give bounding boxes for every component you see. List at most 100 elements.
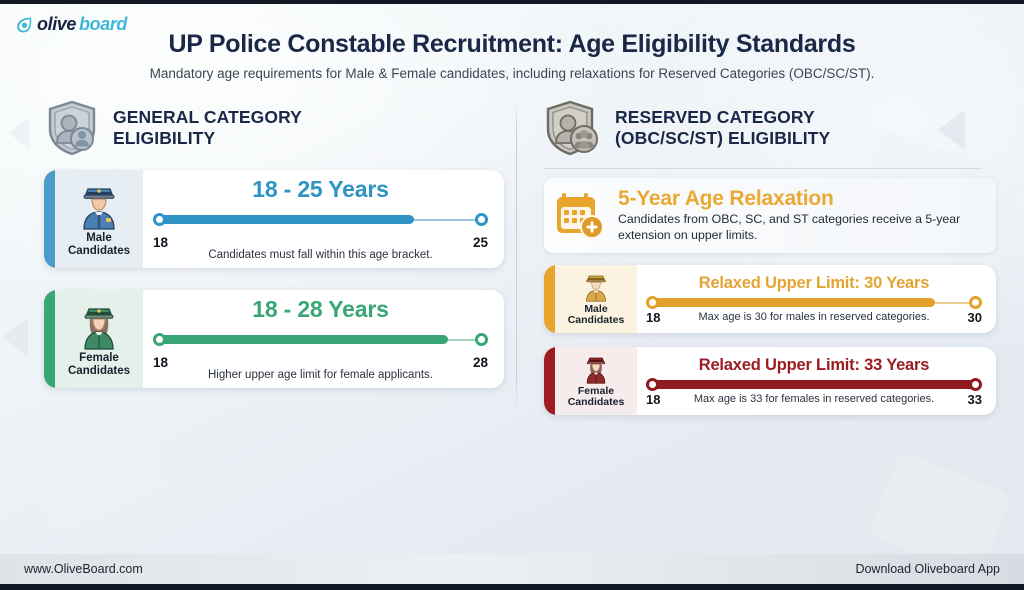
footer-bar: www.OliveBoard.com Download Oliveboard A… (0, 554, 1024, 584)
male-max-age: 25 (472, 235, 488, 250)
reserved-male-avatar-line1: Male (584, 302, 608, 315)
reserved-female-accent (544, 347, 555, 416)
reserved-female-age-slider[interactable] (646, 378, 982, 392)
male-range-endpoints: 18 25 (153, 235, 488, 250)
female-max-age: 28 (472, 355, 488, 370)
reserved-male-max-age: 30 (967, 309, 982, 325)
column-divider (516, 96, 517, 414)
reserved-male-accent (544, 265, 555, 334)
calendar-plus-icon (557, 193, 604, 240)
reserved-male-slider-row (646, 296, 982, 310)
page-title: UP Police Constable Recruitment: Age Eli… (168, 30, 856, 58)
age-relaxation-banner: 5-Year Age Relaxation Candidates from OB… (544, 178, 996, 254)
male-track-fill (153, 215, 415, 224)
relaxation-text: 5-Year Age Relaxation Candidates from OB… (618, 187, 984, 243)
female-police-officer-icon (586, 357, 606, 384)
male-avatar-box: Male Candidates (55, 170, 143, 268)
reserved-female-track-fill (646, 380, 982, 390)
triangle-watermark-left-1 (2, 318, 28, 356)
male-min-age: 18 (153, 235, 169, 250)
female-card-accent (44, 290, 55, 388)
female-range-endpoints: 18 28 (153, 355, 488, 370)
reserved-male-avatar-box: Male Candidates (555, 265, 637, 334)
male-note: Candidates must fall within this age bra… (208, 249, 433, 261)
general-category-header: GENERAL CATEGORY ELIGIBILITY (44, 96, 504, 160)
female-min-age: 18 (153, 355, 169, 370)
reserved-male-range-title: Relaxed Upper Limit: 30 Years (698, 273, 930, 292)
male-police-officer-icon (83, 187, 115, 230)
logo-text-board: board (79, 14, 128, 34)
reserved-female-range-title: Relaxed Upper Limit: 33 Years (698, 355, 930, 374)
reserved-female-knob-max[interactable] (969, 378, 982, 392)
footer-website[interactable]: www.OliveBoard.com (24, 562, 143, 576)
female-card-body: Female Candidates 18 - 28 Years 18 28 (55, 290, 504, 388)
male-slider-knob-min[interactable] (153, 213, 166, 226)
reserved-male-avatar-line2: Candidates (567, 314, 625, 327)
reserved-female-labels: 18 Max age is 33 for females in reserved… (646, 393, 982, 406)
top-bar (0, 0, 1024, 4)
oliveboard-logo[interactable]: olive board (14, 14, 127, 35)
reserved-female-max-age: 33 (967, 391, 982, 407)
reserved-female-card[interactable]: Female Candidates Relaxed Upper Limit: 3… (544, 347, 996, 416)
reserved-female-slider-row (646, 378, 982, 392)
male-range-box: 18 - 25 Years 18 25 Candidates must fall… (143, 170, 504, 268)
reserved-male-body: Male Candidates Relaxed Upper Limit: 30 … (555, 265, 996, 334)
general-category-title: GENERAL CATEGORY ELIGIBILITY (113, 107, 302, 150)
male-avatar-line2: Candidates (68, 244, 130, 257)
reserved-male-range-box: Relaxed Upper Limit: 30 Years 18 Max age… (637, 265, 996, 333)
male-eligibility-card[interactable]: Male Candidates 18 - 25 Years 18 25 (44, 170, 504, 268)
reserved-male-knob-min[interactable] (646, 296, 659, 310)
reserved-category-title-line2: (OBC/SC/ST) ELIGIBILITY (615, 128, 831, 148)
female-track-fill (153, 335, 448, 344)
female-slider-knob-min[interactable] (153, 333, 166, 346)
leaf-drop-icon (17, 17, 32, 32)
female-police-officer-icon (84, 307, 114, 350)
triangle-watermark-left-2 (8, 118, 29, 148)
reserved-female-body: Female Candidates Relaxed Upper Limit: 3… (555, 347, 996, 416)
male-police-officer-icon (586, 275, 606, 302)
female-avatar-label: Female Candidates (68, 352, 130, 378)
reserved-male-min-age: 18 (646, 309, 661, 325)
male-age-slider[interactable] (153, 203, 488, 236)
reserved-category-title: RESERVED CATEGORY (OBC/SC/ST) ELIGIBILIT… (615, 107, 830, 150)
reserved-female-knob-min[interactable] (646, 378, 659, 392)
soft-shape-2 (31, 418, 169, 532)
reserved-male-knob-max[interactable] (969, 296, 982, 310)
reserved-category-column: RESERVED CATEGORY (OBC/SC/ST) ELIGIBILIT… (544, 96, 996, 416)
reserved-female-avatar-label: Female Candidates (567, 384, 625, 410)
female-avatar-line1: Female (79, 351, 119, 364)
male-card-body: Male Candidates 18 - 25 Years 18 25 (55, 170, 504, 268)
reserved-category-title-line1: RESERVED CATEGORY (615, 106, 815, 127)
shield-group-icon (546, 100, 598, 156)
footer-download-app[interactable]: Download Oliveboard App (855, 562, 1000, 576)
logo-text-olive: olive (37, 14, 77, 34)
female-eligibility-card[interactable]: Female Candidates 18 - 28 Years 18 28 (44, 290, 504, 388)
reserved-female-avatar-line1: Female (577, 384, 615, 397)
female-avatar-box: Female Candidates (55, 290, 143, 388)
female-range-box: 18 - 28 Years 18 28 Higher upper age lim… (143, 290, 504, 388)
male-avatar-label: Male Candidates (68, 232, 130, 258)
relaxation-subtitle: Candidates from OBC, SC, and ST categori… (618, 212, 961, 242)
reserved-male-track-fill (646, 298, 935, 308)
shield-people-icon (48, 100, 96, 156)
relaxation-title: 5-Year Age Relaxation (618, 187, 834, 210)
reserved-female-avatar-box: Female Candidates (555, 347, 637, 416)
male-range-title: 18 - 25 Years (252, 176, 389, 202)
male-slider-knob-max[interactable] (475, 213, 488, 226)
general-category-title-line1: GENERAL CATEGORY (113, 106, 302, 127)
reserved-male-labels: 18 Max age is 30 for males in reserved c… (646, 311, 982, 324)
reserved-male-note: Max age is 30 for males in reserved cate… (698, 311, 930, 324)
general-category-title-line2: ELIGIBILITY (113, 128, 216, 148)
reserved-section-rule (544, 168, 982, 169)
reserved-female-avatar-line2: Candidates (567, 396, 625, 409)
female-slider-knob-max[interactable] (475, 333, 488, 346)
female-range-title: 18 - 28 Years (252, 296, 389, 322)
reserved-male-card[interactable]: Male Candidates Relaxed Upper Limit: 30 … (544, 265, 996, 334)
reserved-category-header: RESERVED CATEGORY (OBC/SC/ST) ELIGIBILIT… (544, 96, 996, 160)
reserved-male-age-slider[interactable] (646, 296, 982, 310)
female-age-slider[interactable] (153, 323, 488, 356)
reserved-female-range-box: Relaxed Upper Limit: 33 Years 18 Max age… (637, 347, 996, 415)
page-subtitle: Mandatory age requirements for Male & Fe… (149, 66, 875, 81)
reserved-male-avatar-label: Male Candidates (567, 302, 625, 328)
